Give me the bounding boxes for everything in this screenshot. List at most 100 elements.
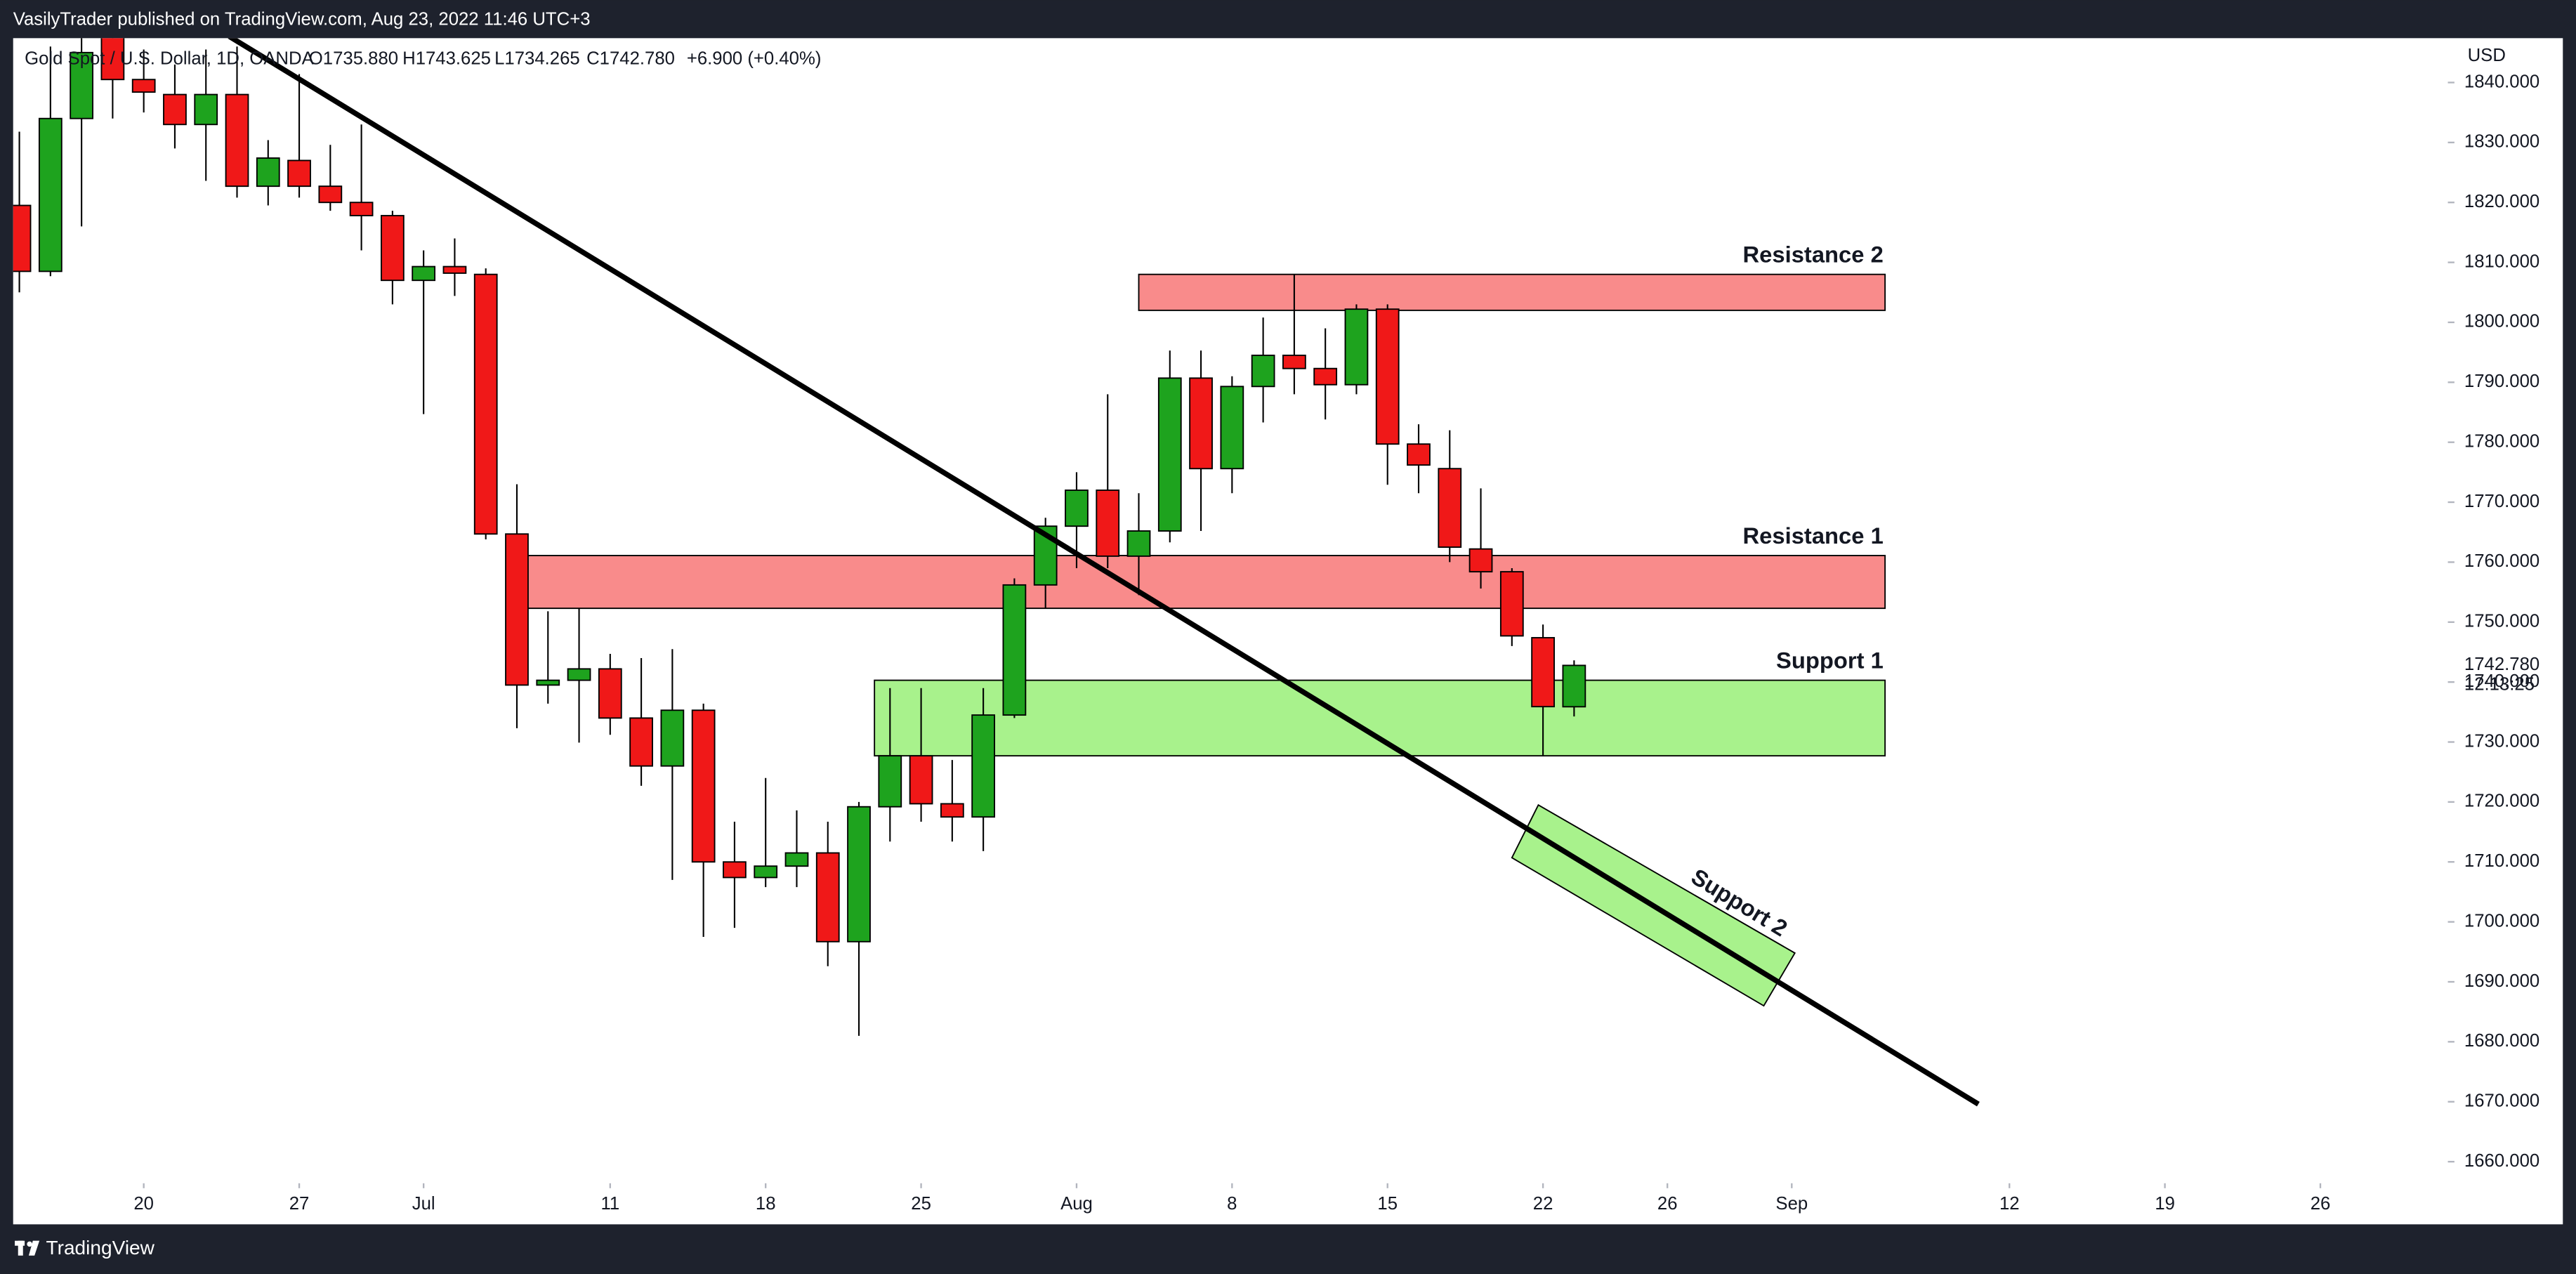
candle-body — [784, 852, 809, 867]
candle-body — [1313, 367, 1338, 386]
y-tick-label: 1660.000 — [2464, 1151, 2539, 1171]
y-tick-label: 1670.000 — [2464, 1091, 2539, 1111]
zone-label: Support 1 — [1776, 648, 1884, 674]
y-tick-label: 1810.000 — [2464, 251, 2539, 271]
candle-body — [163, 93, 187, 126]
candle-body — [442, 265, 467, 274]
y-tick-label: 1780.000 — [2464, 431, 2539, 451]
legend-change: +6.900 (+0.40%) — [687, 49, 822, 69]
candle-body — [100, 38, 125, 81]
y-tick-label: 1720.000 — [2464, 792, 2539, 811]
y-tick-label: 1690.000 — [2464, 971, 2539, 991]
candle-body — [1344, 308, 1369, 386]
candle-body — [381, 215, 405, 282]
x-tick-label: Aug — [1060, 1194, 1093, 1214]
x-tick-label: 22 — [1533, 1194, 1553, 1214]
y-tick-label: 1820.000 — [2464, 192, 2539, 211]
x-tick-label: 15 — [1377, 1194, 1398, 1214]
x-tick-label: Sep — [1775, 1194, 1808, 1214]
x-tick-label: 12 — [1999, 1194, 2020, 1214]
x-tick-label: 27 — [289, 1194, 310, 1214]
candle-body — [1438, 468, 1462, 549]
candle-body — [598, 668, 622, 719]
candle-body — [131, 79, 156, 93]
candle-body — [412, 265, 436, 282]
candle-body — [1002, 584, 1027, 716]
zone — [525, 555, 1886, 610]
x-tick-label: 8 — [1227, 1194, 1237, 1214]
y-tick-label: 1840.000 — [2464, 72, 2539, 91]
candle-body — [971, 714, 996, 818]
legend-low: L1734.265 — [494, 49, 580, 69]
x-tick-label: 26 — [2311, 1194, 2331, 1214]
candle-body — [225, 93, 249, 188]
brand: TradingView — [46, 1237, 155, 1259]
candle-body — [318, 185, 343, 204]
zone-label: Resistance 2 — [1743, 242, 1884, 268]
candle-body — [723, 861, 747, 879]
x-tick-label: 19 — [2155, 1194, 2175, 1214]
candle-body — [1189, 377, 1213, 470]
candle-body — [1499, 571, 1524, 637]
x-tick-label: Jul — [412, 1194, 435, 1214]
y-tick-label: 1700.000 — [2464, 911, 2539, 931]
y-tick-label: 1750.000 — [2464, 612, 2539, 631]
brand-logo — [15, 1240, 40, 1256]
y-tick-label: 1680.000 — [2464, 1031, 2539, 1051]
candle-body — [1562, 664, 1586, 708]
zone — [874, 679, 1886, 757]
y-tick-label: 1800.000 — [2464, 312, 2539, 331]
legend-symbol: Gold Spot / U.S. Dollar, 1D, OANDA — [25, 49, 314, 69]
candle-body — [1220, 386, 1244, 470]
candle-body — [1407, 443, 1431, 466]
candle-body — [1251, 354, 1275, 388]
candle-body — [287, 159, 311, 188]
y-tick-label: 1830.000 — [2464, 132, 2539, 152]
chart-area — [13, 38, 2563, 1225]
candle-body — [940, 803, 964, 818]
candle-body — [691, 709, 716, 863]
candle-body — [1126, 530, 1151, 557]
candle-body — [1065, 490, 1089, 527]
candle-body — [878, 755, 902, 808]
y-unit: USD — [2468, 46, 2506, 65]
y-tick-label: 1730.000 — [2464, 731, 2539, 751]
candle-body — [660, 709, 685, 767]
candle-body — [13, 204, 32, 272]
trendline — [228, 38, 1980, 1107]
candle-body — [38, 117, 63, 272]
candle-body — [847, 806, 871, 943]
candle-body — [1096, 490, 1120, 557]
zone-label: Resistance 1 — [1743, 523, 1884, 549]
x-tick-label: 25 — [911, 1194, 931, 1214]
x-tick-label: 11 — [600, 1194, 619, 1214]
candle-body — [1282, 354, 1306, 369]
candle-body — [1375, 308, 1400, 445]
candle-body — [473, 273, 498, 535]
legend-open: O1735.880 — [309, 49, 398, 69]
candle-body — [505, 533, 529, 686]
y-tick-label: 1760.000 — [2464, 551, 2539, 571]
candle-body — [909, 755, 933, 805]
candle-body — [70, 51, 93, 119]
countdown: 12:13:25 — [2464, 674, 2535, 694]
y-tick-label: 1790.000 — [2464, 372, 2539, 391]
zone — [1138, 273, 1886, 311]
x-tick-label: 26 — [1657, 1194, 1678, 1214]
last-price: 1742.780 — [2464, 655, 2539, 674]
plot — [13, 38, 1980, 1107]
candle-body — [1531, 637, 1555, 708]
y-tick-label: 1710.000 — [2464, 851, 2539, 871]
candle-body — [536, 679, 560, 686]
candle-body — [349, 202, 374, 216]
y-tick-label: 1770.000 — [2464, 492, 2539, 511]
x-tick-label: 20 — [133, 1194, 154, 1214]
candle-body — [256, 157, 280, 188]
candle-body — [629, 717, 653, 767]
y-tick-label: 1740.000 — [2464, 671, 2539, 691]
x-tick-label: 18 — [756, 1194, 776, 1214]
candle-body — [1157, 377, 1182, 532]
candle-body — [815, 852, 840, 943]
candle-body — [194, 93, 218, 126]
